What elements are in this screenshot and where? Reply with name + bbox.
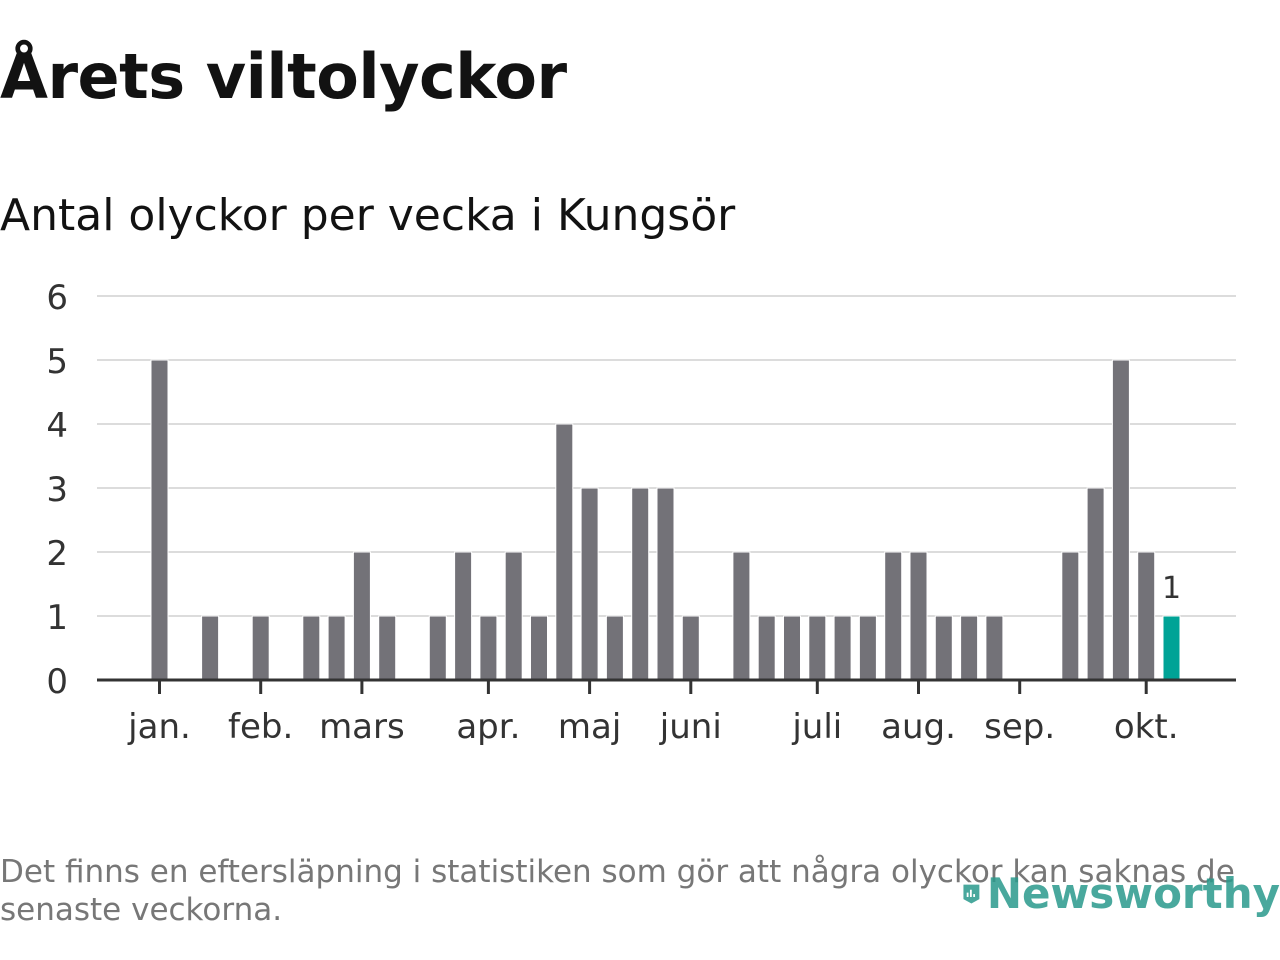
bar-week-33 (960, 615, 979, 681)
chart-title: Årets viltolyckor (0, 40, 567, 113)
newsworthy-bar-icon (963, 884, 980, 904)
bar-week-13 (454, 551, 473, 681)
bar-week-28 (833, 615, 852, 681)
y-tick-label: 5 (46, 342, 68, 382)
bar-week-15 (504, 551, 523, 681)
bar-week-27 (808, 615, 827, 681)
bar-week-17 (555, 423, 574, 681)
logo-text: Newsworthy (986, 868, 1280, 918)
y-axis-labels: 0 1 2 3 4 5 6 (46, 278, 68, 702)
x-tick-label: apr. (456, 707, 520, 747)
y-tick-label: 4 (46, 406, 68, 446)
bar-week-10 (378, 615, 397, 681)
bar-week-5 (251, 615, 270, 681)
bar-week-25 (757, 615, 776, 681)
bar-week-16 (530, 615, 548, 681)
bar-week-9 (352, 551, 371, 681)
bar-week-18 (580, 487, 599, 681)
bars (150, 359, 1181, 681)
x-tick-label: juli (791, 707, 842, 747)
x-axis-labels: jan. feb. mars apr. maj juni juli aug. sep. okt. (127, 707, 1178, 747)
x-tick-label: sep. (984, 707, 1055, 747)
bar-week-29 (858, 615, 877, 681)
bar-week-26 (783, 615, 801, 681)
newsworthy-logo: Newsworthy (962, 860, 1280, 926)
y-tick-label: 6 (46, 278, 68, 318)
x-tick-label: feb. (228, 707, 293, 747)
bar-week-20 (631, 487, 650, 681)
bar-week-7 (302, 615, 321, 681)
y-tick-label: 3 (46, 470, 68, 510)
bar-week-40 (1137, 551, 1156, 681)
bar-week-3 (201, 615, 220, 681)
bar-week-19 (605, 615, 624, 681)
data-label-highlight: 1 (1162, 571, 1181, 606)
bar-week-32 (934, 615, 953, 681)
bar-week-12 (428, 615, 447, 681)
x-tick-label: mars (319, 707, 405, 747)
y-tick-label: 0 (46, 662, 68, 702)
x-tick-label: maj (558, 707, 621, 747)
bar-week-31 (909, 551, 928, 681)
bar-week-8 (327, 615, 346, 681)
x-tick-label: aug. (881, 707, 956, 747)
y-tick-label: 1 (46, 598, 68, 638)
bar-week-39 (1111, 359, 1130, 681)
bar-chart: 0 1 2 3 4 5 6 jan. feb. mars apr. maj juni juli aug. s… (46, 278, 1236, 747)
x-tick-label: juni (659, 707, 722, 747)
bar-week-41 (1162, 615, 1181, 681)
bar-week-34 (985, 615, 1004, 681)
x-tick-label: okt. (1114, 707, 1179, 747)
footnote: Det finns en eftersläpning i statistiken… (0, 854, 1235, 928)
bar-week-22 (681, 615, 700, 681)
bar-week-37 (1061, 551, 1080, 681)
chart-subtitle: Antal olyckor per vecka i Kungsör (0, 190, 736, 241)
bar-week-24 (732, 551, 751, 681)
x-axis-ticks (158, 680, 1148, 694)
bar-week-21 (656, 487, 675, 681)
y-tick-label: 2 (46, 534, 68, 574)
bar-week-30 (884, 551, 903, 681)
bar-week-14 (479, 615, 498, 681)
bar-week-1 (150, 359, 169, 681)
bar-week-38 (1086, 487, 1105, 681)
x-tick-label: jan. (127, 707, 191, 747)
